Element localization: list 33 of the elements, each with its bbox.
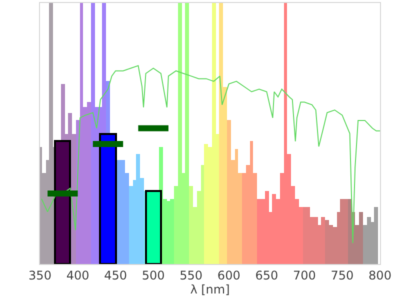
bar <box>189 186 193 264</box>
bar <box>80 3 83 264</box>
bar <box>227 120 231 264</box>
x-tick-label: 550 <box>180 268 203 282</box>
bar <box>178 3 182 264</box>
bar <box>265 191 269 264</box>
x-tick-label: 700 <box>292 268 316 282</box>
bar <box>219 3 223 264</box>
bar <box>257 199 261 264</box>
x-tick-label: 650 <box>255 268 278 282</box>
bar <box>284 3 287 264</box>
x-axis-title: λ [nm] <box>190 282 230 296</box>
x-tick-label: 800 <box>368 268 392 282</box>
bar <box>212 3 216 264</box>
bar <box>250 141 253 264</box>
bar <box>49 3 53 264</box>
x-tick-label: 600 <box>217 268 240 282</box>
bar <box>344 199 348 264</box>
bar <box>145 190 162 264</box>
bar <box>201 165 204 264</box>
x-tick-label: 350 <box>28 268 52 282</box>
bar <box>348 199 352 264</box>
bar <box>374 207 378 264</box>
bar <box>185 3 189 264</box>
bar <box>91 3 95 264</box>
bar <box>117 160 121 264</box>
x-tick-label: 450 <box>104 268 128 282</box>
bar <box>359 212 363 264</box>
x-tick-label: 500 <box>142 268 165 282</box>
x-tick-label: 400 <box>66 268 90 282</box>
bar <box>204 144 208 264</box>
x-tick-label: 750 <box>330 268 354 282</box>
bar <box>170 199 174 264</box>
